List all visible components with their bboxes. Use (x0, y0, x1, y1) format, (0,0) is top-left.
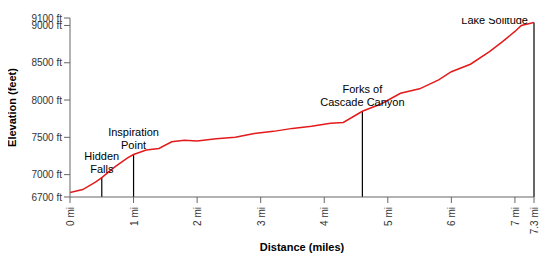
svg-text:7.3 mi: 7.3 mi (529, 207, 540, 234)
svg-text:9100 ft: 9100 ft (31, 13, 62, 24)
svg-text:InspirationPoint: InspirationPoint (108, 126, 159, 151)
svg-text:Forks ofCascade Canyon: Forks ofCascade Canyon (320, 83, 404, 108)
svg-text:6700 ft: 6700 ft (31, 192, 62, 203)
svg-text:8000 ft: 8000 ft (31, 95, 62, 106)
svg-text:7000 ft: 7000 ft (31, 169, 62, 180)
svg-text:Elevation (feet): Elevation (feet) (8, 68, 18, 147)
svg-text:3 mi: 3 mi (256, 207, 267, 226)
svg-text:5 mi: 5 mi (383, 207, 394, 226)
svg-text:0 mi: 0 mi (65, 207, 76, 226)
svg-text:1 mi: 1 mi (129, 207, 140, 226)
svg-text:Distance (miles): Distance (miles) (260, 241, 345, 253)
svg-text:6 mi: 6 mi (446, 207, 457, 226)
svg-text:4 mi: 4 mi (319, 207, 330, 226)
svg-text:HiddenFalls: HiddenFalls (84, 150, 119, 175)
svg-text:Lake Solitude: Lake Solitude (461, 18, 528, 26)
svg-text:9000 ft: 9000 ft (31, 20, 62, 31)
svg-text:7 mi: 7 mi (510, 207, 521, 226)
svg-text:8500 ft: 8500 ft (31, 57, 62, 68)
svg-text:7500 ft: 7500 ft (31, 132, 62, 143)
svg-text:2 mi: 2 mi (192, 207, 203, 226)
